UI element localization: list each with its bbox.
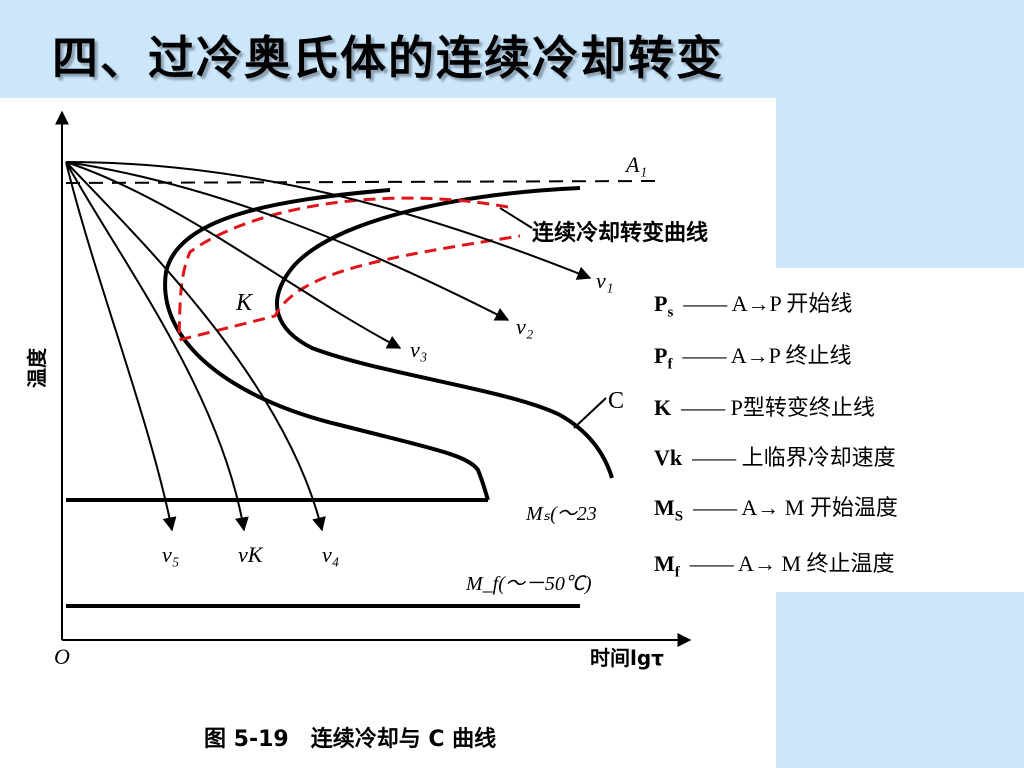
cooling-curve-v3: [65, 161, 402, 349]
cct-leader: [499, 207, 533, 229]
v2-label: v₂: [516, 314, 534, 339]
a1-line: [65, 180, 656, 184]
legend-row-ps: Ps —— A→P 开始线: [654, 291, 853, 321]
ms-label: Mₛ(～23: [525, 503, 597, 525]
cooling-curve-v5: [65, 161, 177, 532]
origin-label: O: [54, 644, 70, 669]
cct-curve-label: 连续冷却转变曲线: [532, 220, 708, 246]
y-axis-label: 温度: [25, 347, 49, 388]
a1-label: A₁: [624, 152, 647, 177]
c-label-leader: [573, 397, 607, 429]
legend-row-k: K —— P型转变终止线: [654, 395, 875, 420]
cooling-curve-v2: [65, 161, 510, 321]
c-curve-finish: [274, 186, 614, 479]
v1-label: v₁: [596, 268, 613, 293]
v4-label: v₄: [322, 542, 339, 567]
legend-panel: Ps —— A→P 开始线 Pf —— A→P 终止线 K —— P型转变终止线 Vk…: [642, 268, 1024, 592]
x-axis-label: 时间lgτ: [590, 646, 664, 670]
v3-label: v₃: [410, 337, 427, 362]
mf-label: M_f(～－50℃): [465, 573, 592, 595]
k-label: K: [235, 290, 254, 316]
legend-row-pf: Pf —— A→P 终止线: [654, 343, 852, 373]
legend-row-mf: Mf —— A→ M 终止温度: [654, 551, 895, 581]
cooling-curve-v4: [65, 161, 326, 532]
c-curve-start: [163, 188, 490, 501]
c-curve-label: C: [608, 388, 624, 414]
figure-caption: 图 5-19 连续冷却与 C 曲线: [204, 726, 496, 752]
cooling-curve-vk: [65, 161, 249, 532]
vk-label: vK: [238, 542, 264, 567]
slide-title: 四、过冷奥氏体的连续冷却转变: [52, 31, 724, 85]
legend-row-vk: Vk —— 上临界冷却速度: [654, 445, 896, 470]
cooling-curve-v1: [65, 161, 592, 280]
legend-row-ms: MS —— A→ M 开始温度: [654, 495, 898, 525]
v5-label: v₅: [162, 542, 179, 567]
